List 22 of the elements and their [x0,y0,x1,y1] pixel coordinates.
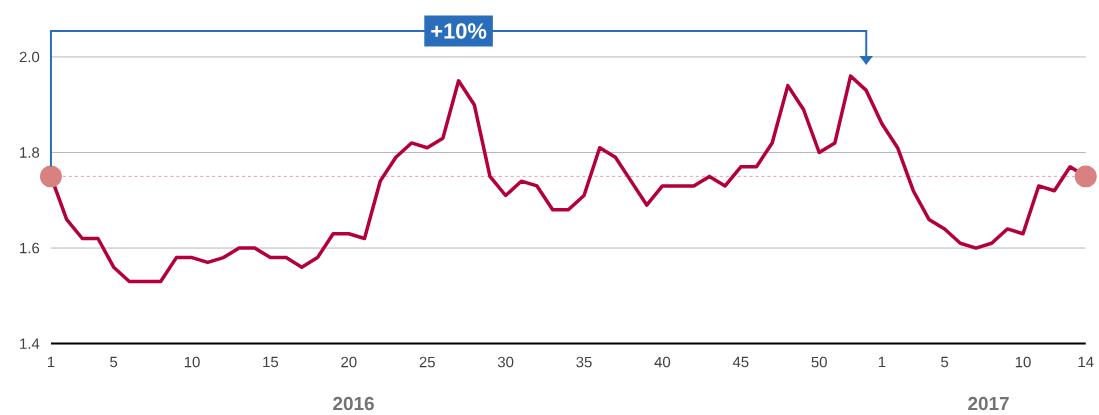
y-tick-label: 1.6 [20,242,40,254]
x-tick-label: 14 [1078,356,1094,367]
x-tick-label: 25 [419,356,435,368]
x-tick-label: 30 [497,356,514,368]
x-tick-label: 50 [811,356,827,368]
text: +10% [431,23,487,39]
x-tick-label: 1 [47,356,55,367]
x-tick-label: 10 [1015,356,1031,368]
y-tick-label: 1.4 [20,338,40,349]
x-tick-label: 35 [576,356,592,368]
x-tick-label: 40 [654,356,671,368]
text: 2016 [333,396,374,411]
x-tick-label: 45 [732,356,749,368]
text: 2017 [968,396,1009,411]
x-tick-label: 15 [263,356,279,368]
x-tick-label: 10 [184,356,200,368]
x-tick-label: 5 [110,356,118,368]
x-tick-label: 5 [941,356,949,368]
x-tick-label: 1 [878,356,886,367]
y-tick-label: 1.8 [20,147,40,158]
y-tick-label: 2.0 [19,51,40,63]
x-tick-label: 20 [341,356,357,368]
